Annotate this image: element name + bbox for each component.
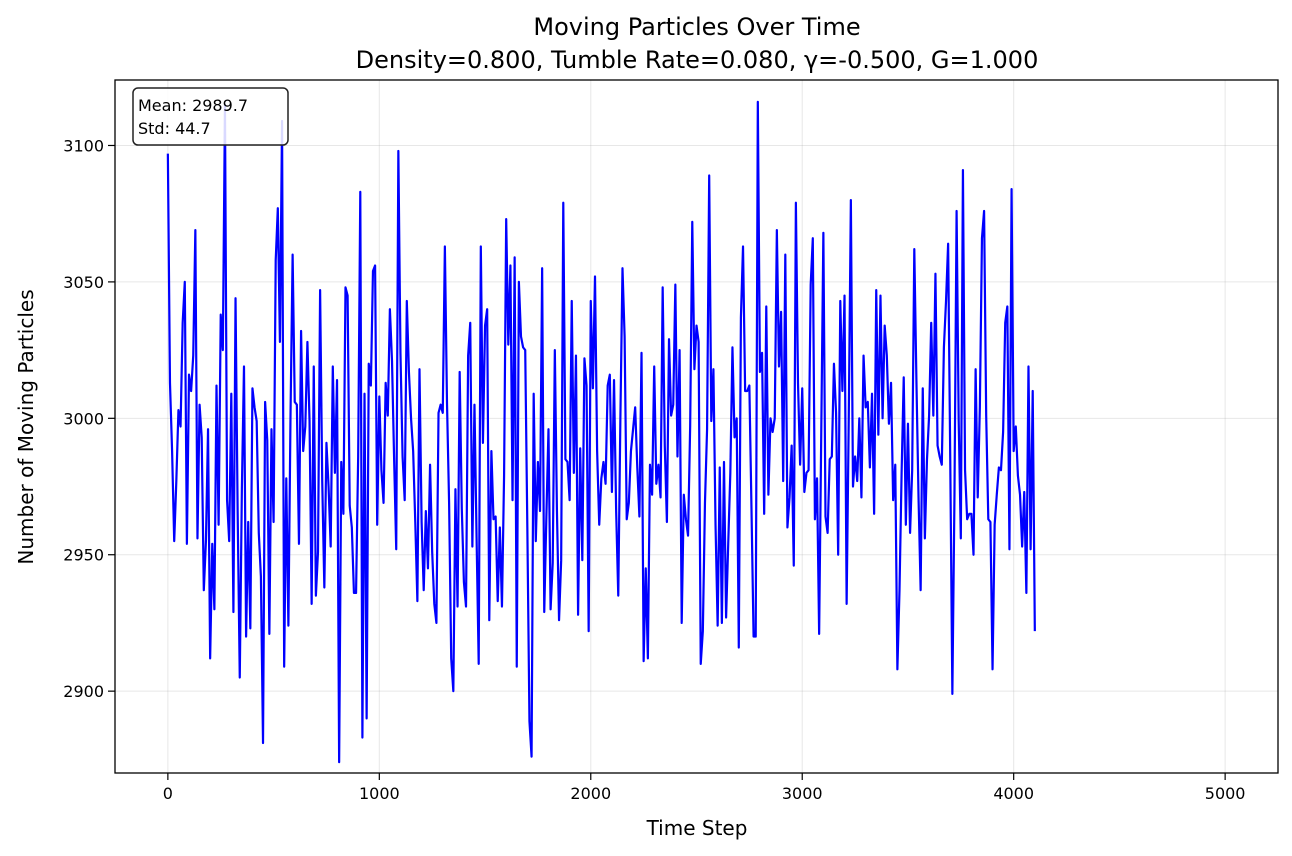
y-axis-label: Number of Moving Particles — [14, 289, 38, 564]
y-tick-label: 3100 — [63, 136, 104, 155]
plot-frame — [114, 79, 1279, 774]
y-tick-label: 3000 — [63, 409, 104, 428]
chart-subtitle: Density=0.800, Tumble Rate=0.080, γ=-0.5… — [356, 46, 1039, 74]
chart-title: Moving Particles Over Time — [533, 13, 860, 41]
x-tick-label: 5000 — [1205, 784, 1246, 803]
x-tick-label: 4000 — [993, 784, 1034, 803]
stats-box: Mean: 2989.7 Std: 44.7 — [132, 87, 289, 146]
x-axis-label: Time Step — [646, 816, 748, 840]
stats-box-frame — [132, 87, 289, 146]
stats-mean: Mean: 2989.7 — [138, 96, 248, 115]
y-tick-label: 2900 — [63, 682, 104, 701]
y-tick-label: 3050 — [63, 273, 104, 292]
x-tick-label: 1000 — [359, 784, 400, 803]
x-tick-label: 0 — [163, 784, 173, 803]
series-line-moving-particles — [166, 100, 1036, 764]
y-tick-label: 2950 — [63, 546, 104, 565]
axis-ticks: 0 1000 2000 3000 4000 5000 2900 2950 3000 3050 310… — [63, 136, 1245, 803]
stats-std: Std: 44.7 — [138, 119, 211, 138]
x-tick-label: 3000 — [782, 784, 823, 803]
x-tick-label: 2000 — [570, 784, 611, 803]
